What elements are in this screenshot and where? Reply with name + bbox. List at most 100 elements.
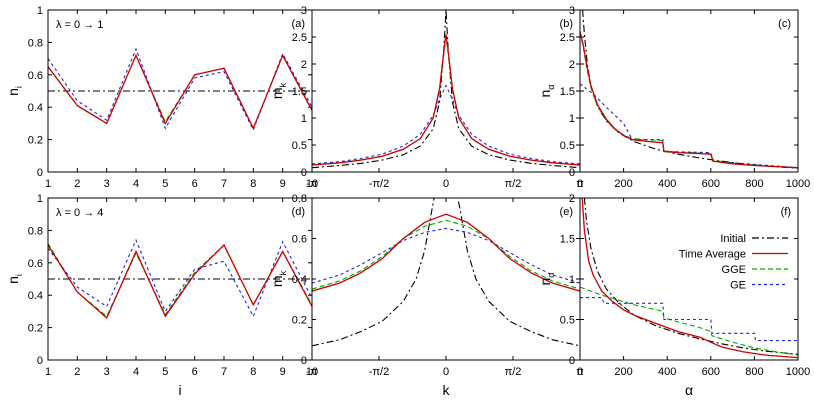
- x-tick-label: 10: [306, 178, 318, 190]
- x-tick-label: 0: [443, 366, 449, 378]
- series-group: [580, 10, 798, 169]
- y-tick-label: 1.5: [560, 234, 575, 246]
- panel-label: (a): [292, 18, 305, 30]
- x-tick-label: 200: [614, 178, 632, 190]
- y-tick-label: 0: [569, 355, 575, 367]
- series-line-time_average: [581, 198, 798, 359]
- series-line-time_average: [312, 34, 580, 166]
- y-tick-label: 0: [37, 355, 43, 367]
- x-tick-label: 5: [162, 178, 168, 190]
- legend-label-ge: GE: [730, 280, 746, 292]
- y-tick-label: 0.5: [292, 140, 307, 152]
- y-tick-label: 1: [301, 113, 307, 125]
- y-tick-label: 0.6: [28, 258, 43, 270]
- series-group: [48, 47, 312, 132]
- series-line-initial: [583, 198, 798, 355]
- x-tick-label: 7: [221, 178, 227, 190]
- series-line-ge: [580, 297, 798, 342]
- x-tick-label: 2: [74, 178, 80, 190]
- legend-label-time_average: Time Average: [679, 249, 746, 261]
- x-axis-label: k: [443, 382, 451, 398]
- x-tick-label: 400: [658, 178, 676, 190]
- series-line-ge: [48, 238, 312, 318]
- x-axis-label: i: [178, 382, 181, 398]
- x-tick-label: 1: [45, 366, 51, 378]
- x-tick-label: 6: [192, 366, 198, 378]
- series-line-initial: [582, 10, 798, 169]
- y-tick-label: 0.8: [28, 225, 43, 237]
- y-tick-label: 0.4: [28, 102, 43, 114]
- series-line-gge: [580, 286, 798, 356]
- panel-b: -π -π/2 0 π/2 π00.511.522.53(b)mk: [269, 5, 584, 190]
- x-tick-label: 5: [162, 366, 168, 378]
- y-axis-label: ni: [5, 274, 24, 284]
- x-tick-label: -π: [306, 178, 318, 190]
- y-tick-label: 1: [37, 193, 43, 205]
- y-tick-label: 0.8: [292, 193, 307, 205]
- x-tick-label: 200: [614, 366, 632, 378]
- x-tick-label: π/2: [505, 366, 522, 378]
- series-line-initial: [312, 198, 580, 347]
- x-tick-label: 0: [577, 366, 583, 378]
- x-tick-label: -π/2: [369, 366, 389, 378]
- y-tick-label: 0.2: [28, 323, 43, 335]
- series-group: [48, 238, 312, 319]
- series-line-gge: [312, 36, 580, 166]
- y-tick-label: 1: [37, 5, 43, 17]
- y-tick-label: 1: [569, 113, 575, 125]
- y-axis-label: nα: [537, 273, 556, 286]
- x-tick-label: 9: [280, 178, 286, 190]
- x-tick-label: 8: [250, 366, 256, 378]
- y-tick-label: 2: [569, 59, 575, 71]
- x-tick-label: 0: [443, 178, 449, 190]
- x-tick-label: 8: [250, 178, 256, 190]
- x-tick-label: 0: [577, 178, 583, 190]
- x-tick-label: 1000: [786, 366, 810, 378]
- panel-c: 0 200 400 600 800 1000 0 0.5 1 1.5 2 2.5 3 (c) nα: [537, 5, 810, 190]
- y-tick-label: 3: [569, 5, 575, 17]
- x-tick-label: 3: [104, 178, 110, 190]
- y-tick-label: 1.5: [560, 86, 575, 98]
- y-tick-label: 0: [301, 167, 307, 179]
- y-tick-label: 3: [301, 5, 307, 17]
- panel-label: (f): [781, 206, 791, 218]
- y-tick-label: 0.4: [292, 274, 307, 286]
- x-tick-label: 600: [702, 366, 720, 378]
- y-axis-label: mk: [269, 82, 288, 99]
- y-tick-label: 0: [301, 355, 307, 367]
- y-tick-label: 0.5: [560, 315, 575, 327]
- series-group: [580, 198, 798, 359]
- x-tick-label: 4: [133, 366, 139, 378]
- x-tick-label: 2: [74, 366, 80, 378]
- legend: Initial Time Average GGE GE: [679, 233, 788, 292]
- panel-f: 0 200 400 600 800 1000 0 0.5 1 1.5 2 (f) nα α Initial T…: [537, 193, 810, 398]
- y-tick-label: 2.5: [292, 32, 307, 44]
- x-tick-label: 9: [280, 366, 286, 378]
- y-axis-label: mk: [269, 270, 288, 287]
- series-line-ge: [312, 227, 580, 284]
- series-line-time_average: [580, 31, 798, 169]
- y-tick-label: 2: [301, 59, 307, 71]
- y-tick-label: 0.2: [28, 135, 43, 147]
- panel-annotation: λ = 0 → 4: [56, 207, 103, 219]
- series-line-gge: [312, 219, 580, 290]
- series-line-gge: [580, 31, 798, 169]
- x-tick-label: 7: [221, 366, 227, 378]
- x-tick-label: π: [576, 366, 584, 378]
- y-tick-label: 0: [569, 167, 575, 179]
- series-group: [312, 10, 580, 169]
- series-line-ge: [312, 84, 580, 165]
- x-tick-label: 800: [745, 178, 763, 190]
- plot-frame: [579, 197, 799, 361]
- y-tick-label: 1.5: [292, 86, 307, 98]
- x-tick-label: -π/2: [369, 178, 389, 190]
- series-line-time_average: [48, 53, 312, 130]
- x-axis-label: α: [685, 382, 693, 398]
- x-tick-label: 10: [306, 366, 318, 378]
- panel-label: (b): [560, 18, 573, 30]
- x-tick-label: 1000: [786, 178, 810, 190]
- y-tick-label: 0.4: [28, 290, 43, 302]
- y-tick-label: 2.5: [560, 32, 575, 44]
- x-tick-label: 400: [658, 366, 676, 378]
